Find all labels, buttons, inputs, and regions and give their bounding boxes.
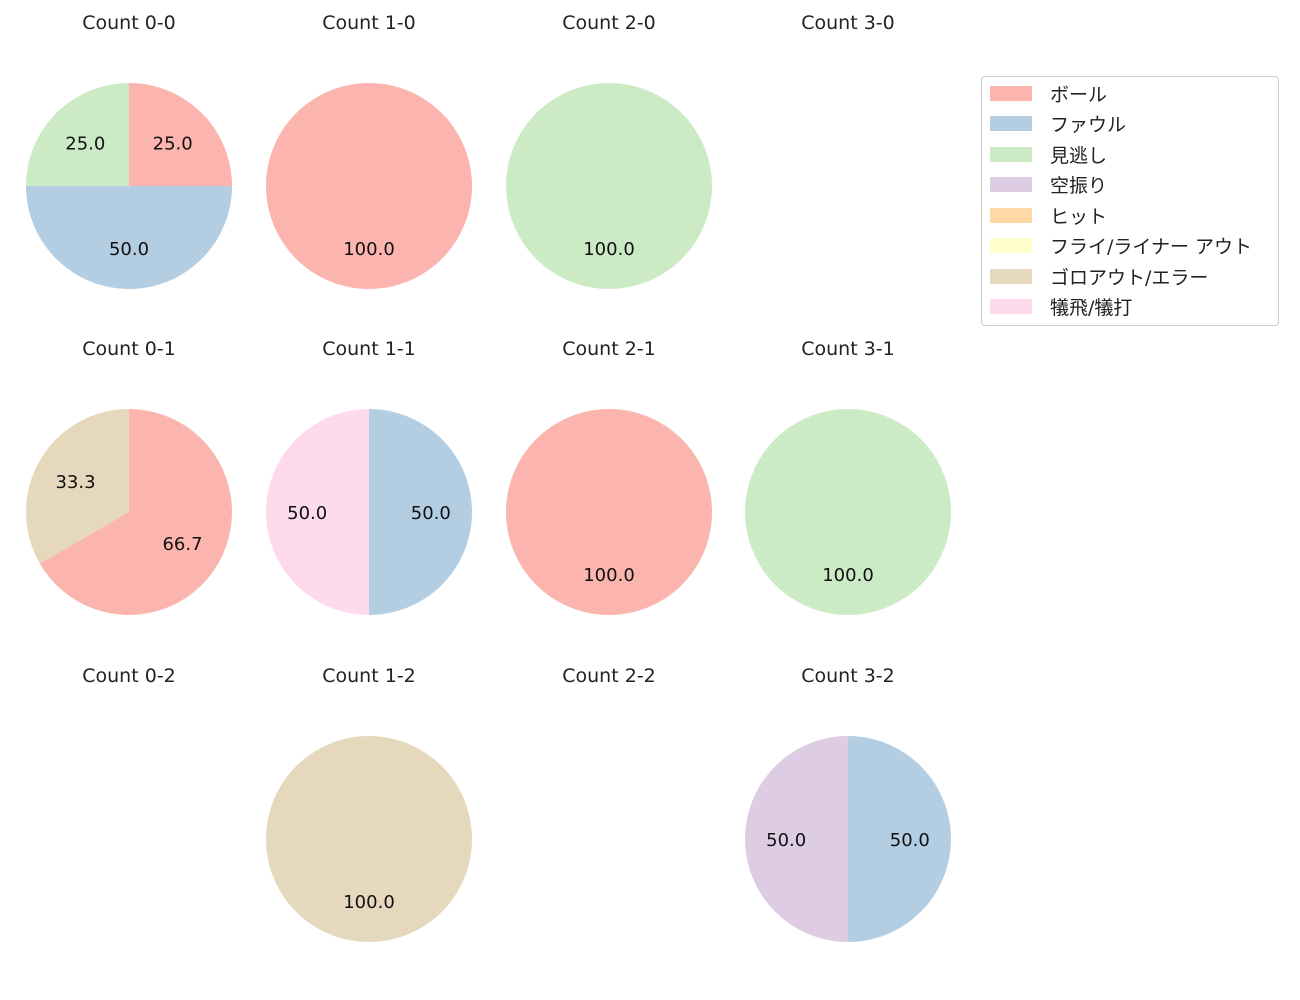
legend-swatch [990, 238, 1032, 253]
legend-swatch [990, 146, 1032, 162]
pie-panel: Count 1-2 100.0 [266, 665, 472, 942]
pie-slice-label: 50.0 [287, 503, 327, 524]
pie-panel: Count 3-2 50.0 50.0 [745, 665, 951, 942]
pie-slice-label: 50.0 [411, 503, 451, 524]
pie-panel: Count 3-1 100.0 [745, 338, 951, 615]
pie-slice-label: 50.0 [766, 830, 806, 851]
legend: ボールファウル見逃し空振りヒットフライ/ライナー アウト ゴロアウト/エラー 犠飛/… [981, 76, 1279, 326]
legend-label: フライ/ライナー アウト [1050, 236, 1253, 258]
pie-slice [26, 409, 129, 564]
legend-label: 空振り [1050, 175, 1108, 197]
pie-panel: Count 0-2 [82, 665, 176, 687]
pie-slice [266, 409, 369, 615]
pie-slice [26, 186, 232, 289]
legend-swatch [990, 177, 1032, 192]
pie-slice [506, 83, 712, 289]
pie-panel: Count 2-2 [562, 665, 656, 687]
legend-item: 見逃し [990, 142, 1108, 167]
pie-slice-label: 25.0 [153, 133, 193, 154]
legend-label: ボール [1050, 83, 1108, 106]
legend-swatch [990, 207, 1032, 223]
pie-slice-label: 100.0 [822, 565, 874, 586]
legend-label: ヒット [1050, 205, 1108, 228]
pie-slice [369, 409, 472, 615]
pie-title: Count 3-1 [801, 338, 895, 360]
legend-item: ファウル [990, 112, 1126, 136]
pie-slice [848, 736, 951, 942]
legend-label: ゴロアウト/エラー [1050, 266, 1209, 289]
pie-title: Count 0-0 [82, 12, 176, 34]
pie-slice [39, 409, 233, 615]
pie-title: Count 2-1 [562, 338, 656, 360]
legend-swatch [990, 299, 1032, 314]
legend-item: 犠飛/犠打 [990, 295, 1132, 319]
pie-slice [266, 736, 472, 942]
legend-item: ゴロアウト/エラー [990, 264, 1209, 289]
pie-slice-label: 100.0 [343, 892, 395, 913]
pie-panel: Count 3-0 [801, 12, 895, 34]
pie-panel: Count 1-0 100.0 [266, 12, 472, 289]
pie-slice-label: 100.0 [583, 239, 635, 260]
pie-panel: Count 1-1 50.0 50.0 [266, 338, 472, 615]
pie-slice-label: 66.7 [162, 534, 202, 555]
pie-panel: Count 2-1 100.0 [506, 338, 712, 615]
pie-title: Count 1-2 [322, 665, 416, 687]
pie-title: Count 0-1 [82, 338, 176, 360]
pie-title: Count 1-1 [322, 338, 416, 360]
legend-swatch [990, 268, 1032, 284]
pie-slice-label: 33.3 [55, 472, 95, 493]
pie-title: Count 2-2 [562, 665, 656, 687]
pie-title: Count 2-0 [562, 12, 656, 34]
pie-slice-label: 100.0 [343, 239, 395, 260]
pie-slice [506, 409, 712, 615]
pie-slice [129, 83, 232, 186]
pie-slice-label: 25.0 [65, 133, 105, 154]
pie-slice [745, 409, 951, 615]
pie-slice-label: 50.0 [890, 830, 930, 851]
legend-item: 空振り [990, 173, 1107, 197]
pie-title: Count 3-0 [801, 12, 895, 34]
legend-label: ファウル [1050, 114, 1127, 136]
pie-title: Count 0-2 [82, 665, 176, 687]
pie-title: Count 3-2 [801, 665, 895, 687]
legend-swatch [990, 116, 1032, 131]
pie-slice-label: 100.0 [583, 565, 635, 586]
legend-item: ボール [990, 81, 1108, 106]
pie-title: Count 1-0 [322, 12, 416, 34]
pie-panel: Count 2-0 100.0 [506, 12, 712, 289]
pie-panel: Count 0-0 25.0 50.0 25.0 [26, 12, 232, 289]
pie-slice [266, 83, 472, 289]
pie-slice-label: 50.0 [109, 239, 149, 260]
pie-slice [26, 83, 129, 186]
legend-item: フライ/ライナー アウト [990, 234, 1252, 258]
pie-panel: Count 0-1 66.7 33.3 [26, 338, 233, 615]
legend-item: ヒット [990, 203, 1108, 228]
legend-label: 犠飛/犠打 [1050, 297, 1133, 319]
legend-swatch [990, 85, 1032, 101]
pie-slice [745, 736, 848, 942]
legend-label: 見逃し [1050, 144, 1108, 167]
